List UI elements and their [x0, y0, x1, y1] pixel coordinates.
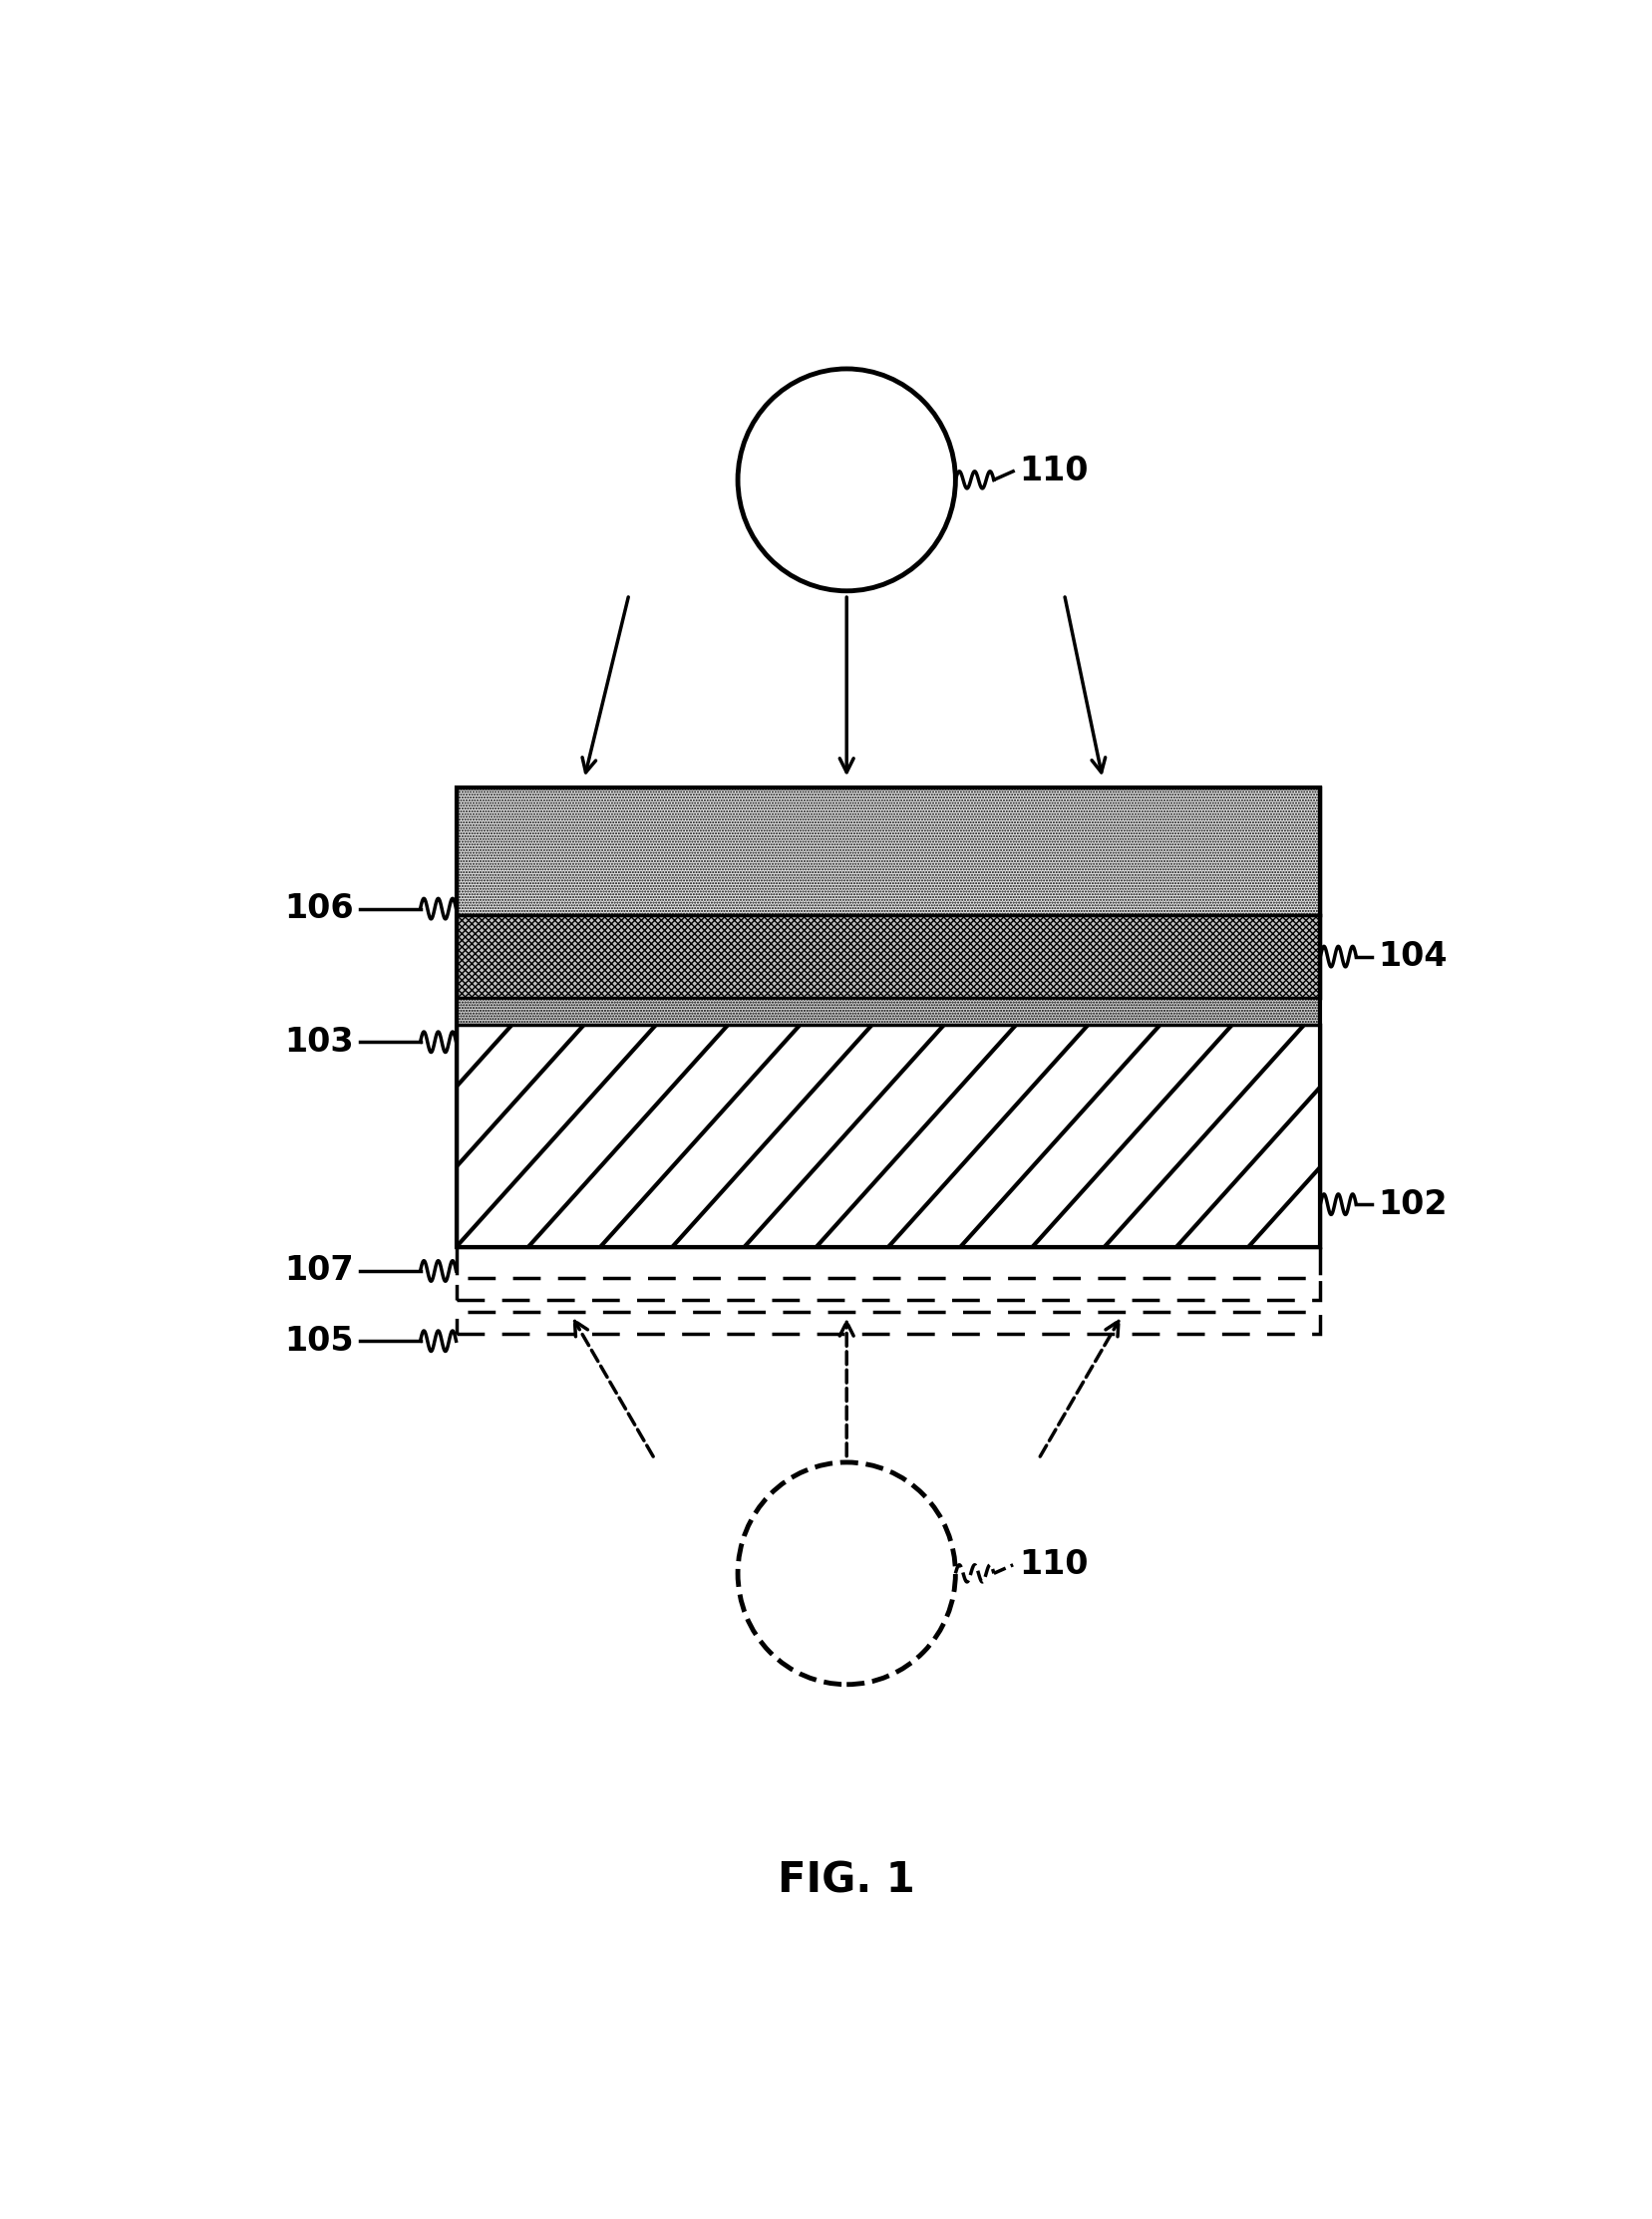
Bar — [456, 916, 1320, 999]
Bar — [456, 788, 1320, 916]
Bar — [456, 1311, 1320, 1334]
Text: 110: 110 — [1019, 455, 1089, 488]
Bar — [456, 1025, 1320, 1247]
Text: 103: 103 — [284, 1025, 354, 1058]
Text: 106: 106 — [284, 892, 354, 925]
Ellipse shape — [738, 368, 955, 590]
Bar — [456, 999, 1320, 1025]
Text: FIG. 1: FIG. 1 — [778, 1860, 915, 1902]
Ellipse shape — [738, 1462, 955, 1684]
Text: 110: 110 — [1019, 1549, 1089, 1582]
Text: 107: 107 — [284, 1254, 354, 1287]
Text: 104: 104 — [1378, 941, 1447, 972]
Text: 105: 105 — [284, 1325, 354, 1358]
Text: 102: 102 — [1378, 1187, 1447, 1220]
Bar — [456, 1278, 1320, 1300]
Bar — [456, 788, 1320, 1247]
